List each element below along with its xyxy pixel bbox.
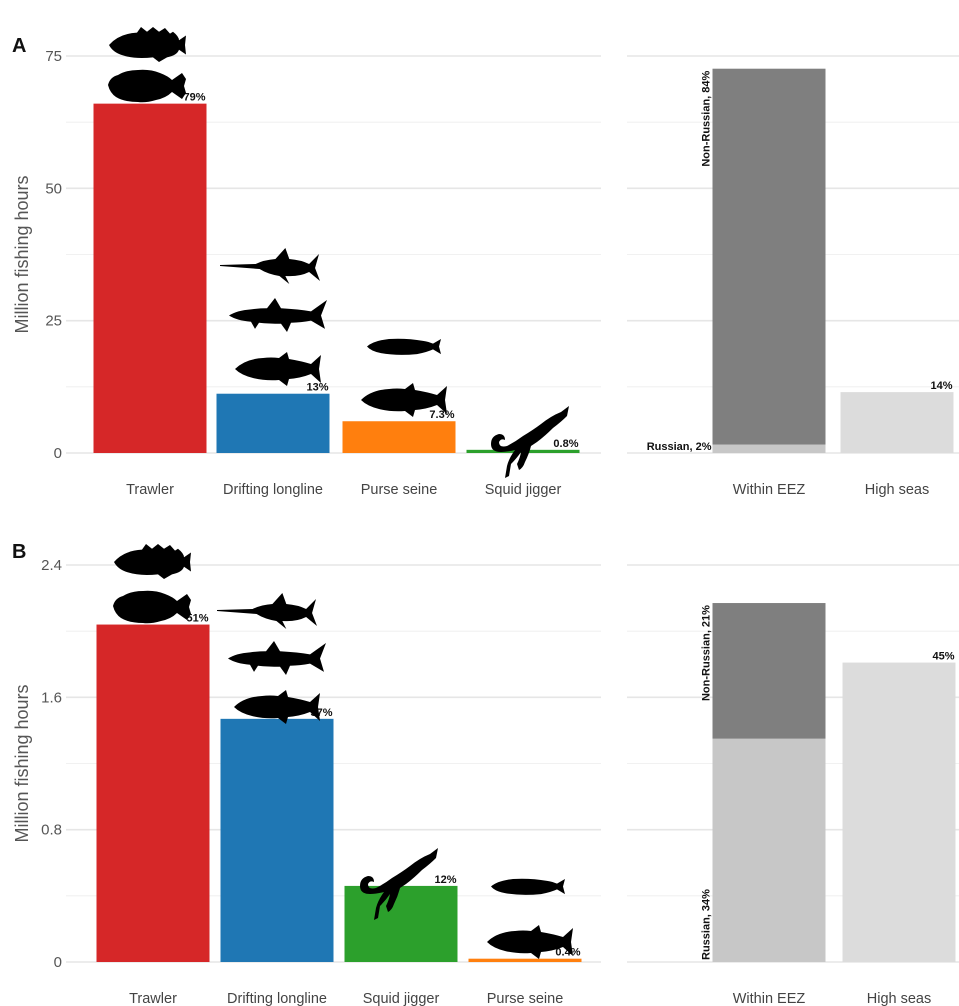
x-category-label: Within EEZ <box>733 991 806 1006</box>
bar-value-label: 0.8% <box>553 438 578 450</box>
bar-squid-jigger <box>344 885 458 962</box>
stack-value-label: Non-Russian, 84% <box>701 70 713 166</box>
bar-trawler <box>96 624 210 962</box>
stack-value-label: 45% <box>932 651 954 663</box>
x-category-label: Purse seine <box>361 482 438 498</box>
stack-segment-russian <box>712 738 826 962</box>
shark-icon <box>229 298 327 332</box>
x-category-label: Purse seine <box>487 991 564 1006</box>
bar-purse-seine <box>468 958 582 962</box>
stack-segment-russian <box>712 444 826 453</box>
bar-purse-seine <box>342 421 456 453</box>
stack-segment-non-russian <box>712 603 826 739</box>
stack-segment-non-russian <box>712 68 826 445</box>
stack-value-label: 14% <box>930 380 952 392</box>
panel-letter: A <box>12 35 26 57</box>
chart-root: A 0 25 50 75 Million fishing hours 79% Trawler 1… <box>12 27 959 1006</box>
rockfish-icon <box>114 544 191 580</box>
swordfish-icon <box>220 248 320 284</box>
x-category-label: Squid jigger <box>485 482 562 498</box>
bar-value-label: 12% <box>434 874 456 886</box>
bar-value-label: 7.3% <box>429 409 454 421</box>
y-tick-label: 0.8 <box>41 822 62 839</box>
y-tick-label: 50 <box>45 180 62 197</box>
stack-segment-high-seas <box>840 392 954 453</box>
y-axis-title: Million fishing hours <box>12 175 32 333</box>
x-category-label: High seas <box>865 482 929 498</box>
swordfish-icon <box>217 593 317 629</box>
y-tick-label: 2.4 <box>41 557 62 574</box>
sardine-icon <box>367 338 441 355</box>
x-category-label: Squid jigger <box>363 991 440 1006</box>
flatfish-icon <box>108 69 186 103</box>
x-category-label: Trawler <box>129 991 177 1006</box>
bar-value-label: 79% <box>183 92 205 104</box>
y-tick-label: 1.6 <box>41 689 62 706</box>
bar-drifting-longline <box>220 718 334 962</box>
y-tick-label: 75 <box>45 48 62 65</box>
panel-a: A 0 25 50 75 Million fishing hours 79% Trawler 1… <box>12 27 959 498</box>
x-category-label: Within EEZ <box>733 482 806 498</box>
sardine-icon <box>491 878 565 895</box>
bar-value-label: 0.4% <box>555 947 580 959</box>
bar-value-label: 13% <box>306 382 328 394</box>
y-tick-label: 0 <box>54 445 62 462</box>
stack-value-label: Non-Russian, 21% <box>701 605 713 701</box>
shark-icon <box>228 641 326 675</box>
bar-trawler <box>93 103 207 453</box>
stack-value-label: Russian, 2% <box>647 441 712 453</box>
x-category-label: Drifting longline <box>227 991 327 1006</box>
bar-value-label: 51% <box>186 613 208 625</box>
panel-b: B 0 0.8 1.6 2.4 Million fishing hours 51% Trawl… <box>12 541 959 1006</box>
panel-letter: B <box>12 541 26 563</box>
x-category-label: Trawler <box>126 482 174 498</box>
y-tick-label: 0 <box>54 954 62 971</box>
y-tick-label: 25 <box>45 313 62 330</box>
stack-segment-high-seas <box>842 662 956 962</box>
y-axis-title: Million fishing hours <box>12 684 32 842</box>
stack-value-label: Russian, 34% <box>701 889 713 960</box>
flatfish-icon <box>113 590 191 624</box>
x-category-label: Drifting longline <box>223 482 323 498</box>
x-category-label: High seas <box>867 991 931 1006</box>
bar-drifting-longline <box>216 393 330 453</box>
